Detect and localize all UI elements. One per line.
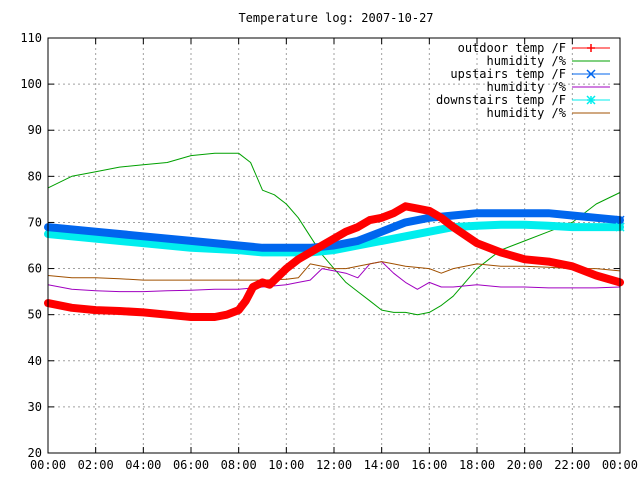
y-tick-label: 50 [28,308,42,322]
axes: 20 30 40 50 60 70 80 90 100 110 00:00 02:00 04:00 06:… [20,31,638,472]
series-line-5 [47,261,621,281]
x-tick-label: 02:00 [78,458,114,472]
series-line-2 [44,209,624,252]
y-tick-label: 40 [28,354,42,368]
x-tick-label: 14:00 [364,458,400,472]
x-tick-label: 00:00 [30,458,66,472]
y-tick-label: 110 [20,31,42,45]
series-line-4 [44,220,624,257]
series-line-0 [44,202,624,321]
plot-frame [47,37,621,454]
y-tick-label: 30 [28,400,42,414]
legend-label: downstairs temp /F [436,93,566,107]
legend-marker [586,95,596,105]
y-tick-label: 60 [28,262,42,276]
series-line-1 [47,152,621,316]
legend-label: humidity /% [487,106,567,120]
y-tick-label: 100 [20,77,42,91]
series-line-3 [47,261,621,293]
y-tick-label: 70 [28,215,42,229]
x-tick-label: 06:00 [173,458,209,472]
legend-label: humidity /% [487,54,567,68]
legend-marker [587,44,595,52]
legend-label: upstairs temp /F [450,67,566,81]
x-tick-label: 04:00 [125,458,161,472]
legend-label: outdoor temp /F [458,41,566,55]
x-tick-label: 12:00 [316,458,352,472]
legend-label: humidity /% [487,80,567,94]
x-tick-label: 00:00 [602,458,638,472]
legend-marker [586,69,596,79]
chart-title: Temperature log: 2007-10-27 [238,11,433,25]
series-layer [44,152,625,321]
y-tick-label: 80 [28,169,42,183]
x-tick-label: 20:00 [507,458,543,472]
y-tick-label: 20 [28,446,42,460]
y-tick-label: 90 [28,123,42,137]
x-tick-label: 16:00 [411,458,447,472]
x-tick-label: 10:00 [268,458,304,472]
x-tick-label: 08:00 [221,458,257,472]
x-tick-label: 22:00 [554,458,590,472]
x-tick-label: 18:00 [459,458,495,472]
